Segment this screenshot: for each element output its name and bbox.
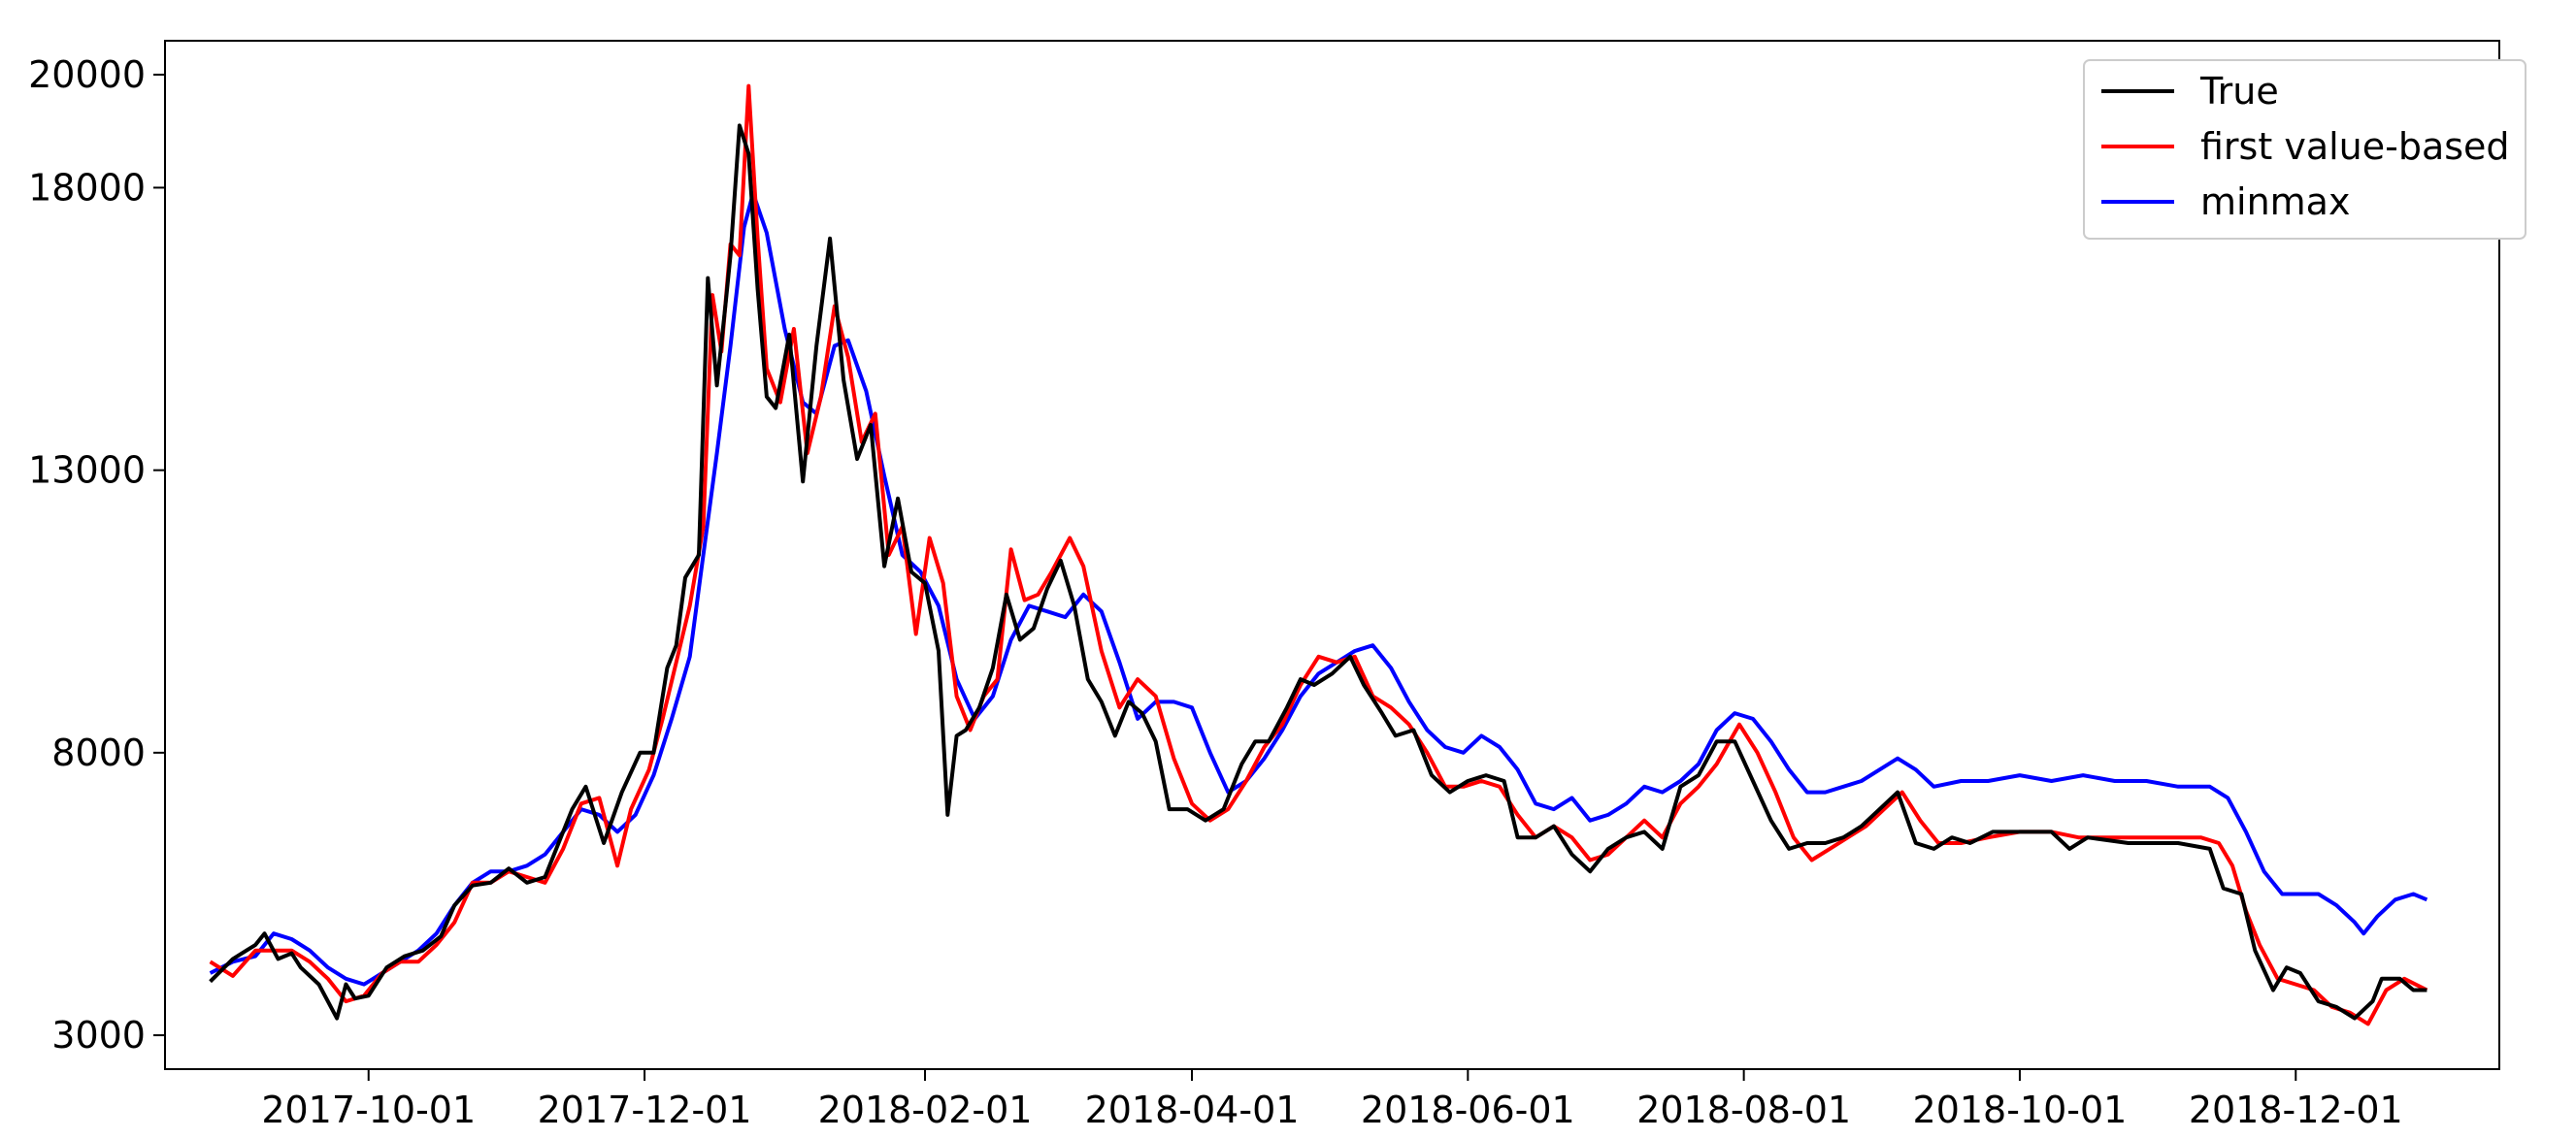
- y-tick-label: 3000: [51, 1014, 146, 1057]
- series-line-true: [209, 123, 2427, 1021]
- y-tick-label: 20000: [28, 53, 146, 96]
- x-tick-label: 2018-12-01: [2189, 1089, 2403, 1131]
- y-axis: 3000 8000 13000 18000 20000: [28, 53, 165, 1057]
- x-tick-label: 2018-02-01: [818, 1089, 1033, 1131]
- x-tick-label: 2017-10-01: [261, 1089, 476, 1131]
- plot-frame: [164, 40, 2500, 1070]
- legend-label-minmax: minmax: [2200, 180, 2350, 223]
- x-tick-label: 2017-12-01: [538, 1089, 752, 1131]
- legend-label-first-value-based: first value-based: [2200, 125, 2510, 168]
- y-tick-label: 18000: [28, 166, 146, 209]
- x-tick-label: 2018-06-01: [1361, 1089, 1575, 1131]
- x-tick-label: 2018-04-01: [1085, 1089, 1300, 1131]
- y-tick-label: 8000: [51, 732, 146, 774]
- series-lines: [209, 83, 2428, 1026]
- y-tick-label: 13000: [28, 449, 146, 492]
- x-axis: 2017-10-01 2017-12-01 2018-02-01 2018-04-01…: [261, 1069, 2403, 1131]
- legend-label-true: True: [2199, 70, 2279, 113]
- legend-box: [2083, 59, 2526, 240]
- x-tick-label: 2018-10-01: [1913, 1089, 2128, 1131]
- x-tick-label: 2018-08-01: [1636, 1089, 1851, 1131]
- series-line-first-value-based: [209, 83, 2428, 1026]
- legend: True first value-based minmax: [2083, 59, 2526, 240]
